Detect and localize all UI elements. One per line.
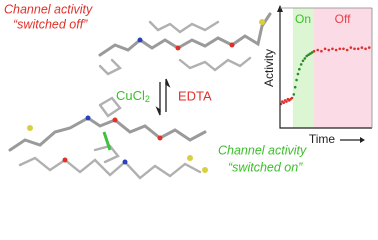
graphic: Channel activity “switched off” CuCl2 ED… <box>4 2 373 180</box>
point <box>293 85 297 89</box>
point <box>290 96 294 100</box>
region-label: Off <box>335 12 351 26</box>
on-label-line1: Channel activity <box>218 143 307 157</box>
page: Channel activity “switched off” CuCl2 ED… <box>4 2 373 180</box>
region <box>292 8 314 128</box>
axis-arrow <box>277 5 283 12</box>
point <box>327 48 331 52</box>
x-axis-label: Time <box>309 132 336 146</box>
y-axis-label: Activity <box>262 49 276 87</box>
on-label-line2: “switched on” <box>228 160 303 174</box>
reagent-reverse: EDTA <box>178 88 212 103</box>
point <box>312 49 316 53</box>
point <box>303 57 307 60</box>
point <box>345 48 349 52</box>
point <box>282 101 285 105</box>
point <box>299 63 303 66</box>
reagent-subscript: 2 <box>145 94 150 104</box>
point <box>310 51 314 54</box>
off-label-line2: “switched off” <box>13 17 88 31</box>
point <box>334 48 338 52</box>
inset-chart: On Off Time Activity <box>262 5 373 146</box>
off-label-line1: Channel activity <box>4 2 93 16</box>
point <box>316 48 320 52</box>
point <box>342 47 345 51</box>
point <box>349 46 353 49</box>
point <box>307 53 310 57</box>
point <box>295 78 298 82</box>
point <box>292 93 296 96</box>
region <box>313 8 372 128</box>
point <box>305 54 308 58</box>
point <box>331 47 334 51</box>
point <box>356 47 360 51</box>
x-label-arrow-head <box>360 137 365 143</box>
molecule-off <box>98 12 272 76</box>
point <box>338 47 342 51</box>
point <box>301 59 305 63</box>
point <box>323 47 327 51</box>
point <box>285 100 288 103</box>
point <box>320 49 323 53</box>
point <box>309 52 312 55</box>
point <box>353 47 356 51</box>
axis <box>279 6 372 129</box>
reagent-forward: CuCl2 <box>116 88 150 104</box>
molecule-on <box>8 96 208 180</box>
point <box>364 47 367 51</box>
point <box>296 72 300 76</box>
point <box>298 67 301 71</box>
point <box>367 46 371 49</box>
region-label: On <box>295 12 311 26</box>
reagent: CuCl <box>116 88 145 103</box>
equilibrium-arrows <box>155 78 171 116</box>
point <box>360 46 364 49</box>
